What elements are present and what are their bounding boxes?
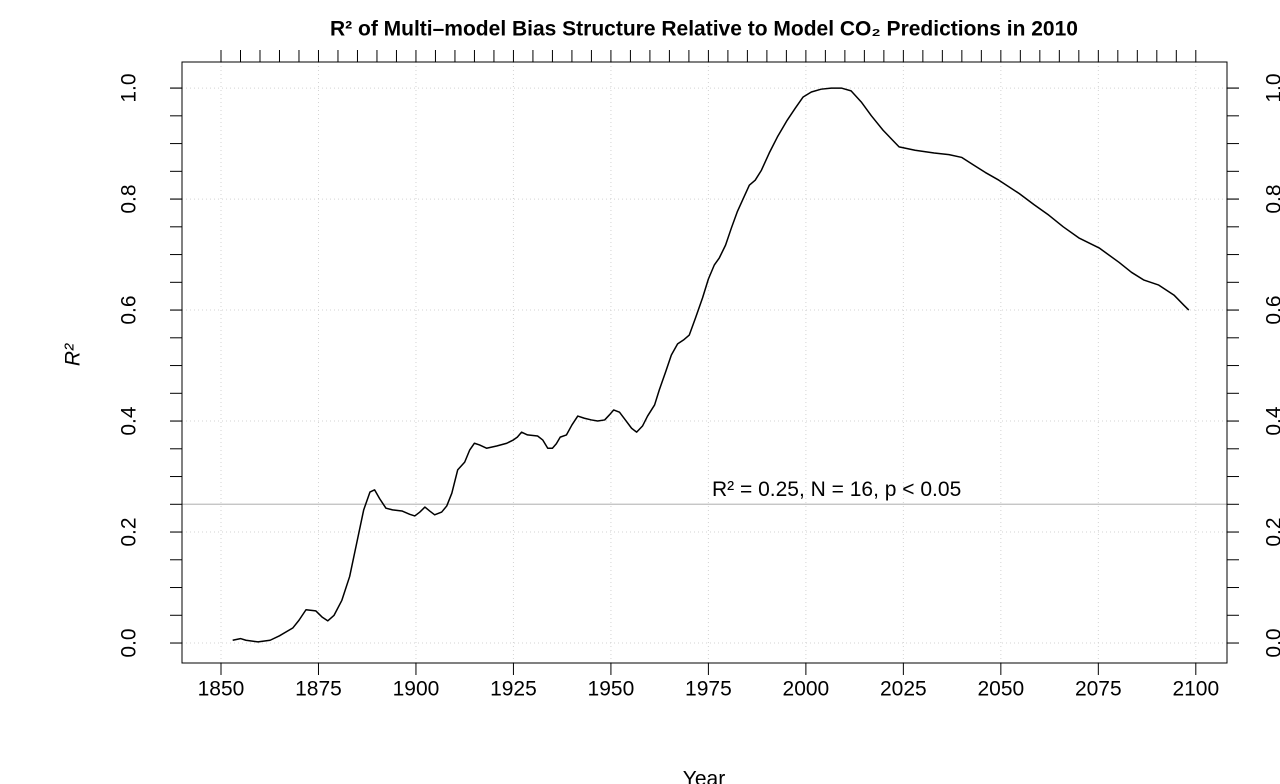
x-tick-label: 1975 [685,678,732,701]
x-tick-label: 2000 [783,678,830,701]
y-tick-label: 0.2 [118,517,141,546]
x-tick-label: 1950 [588,678,635,701]
chart-title: R² of Multi–model Bias Structure Relativ… [330,18,1078,41]
y-tick-label: 0.0 [118,628,141,657]
y-tick-label: 0.4 [118,406,141,436]
plot-frame [181,61,1228,664]
y-axis-label: R² [62,343,85,366]
data-line [232,87,1190,643]
x-tick-label: 2025 [880,678,927,701]
x-tick-label: 1900 [393,678,440,701]
annotation: R² = 0.25, N = 16, p < 0.05 [712,478,961,501]
y2-tick-label: 0.2 [1263,517,1280,546]
x-axis-label: Year [683,768,725,784]
y2-tick-label: 0.8 [1263,184,1280,213]
y2-tick-label: 0.6 [1263,295,1280,324]
y2-tick-label: 1.0 [1263,73,1280,102]
x-tick-label: 1925 [490,678,537,701]
x-tick-label: 1850 [198,678,245,701]
y-tick-label: 0.6 [118,295,141,324]
x-tick-label: 2075 [1075,678,1122,701]
x-tick-label: 1875 [295,678,342,701]
x-tick-label: 2050 [977,678,1024,701]
x-tick-label: 2100 [1172,678,1219,701]
y2-tick-label: 0.0 [1263,628,1280,657]
y-tick-label: 0.8 [118,184,141,213]
y-tick-label: 1.0 [118,73,141,102]
y2-tick-label: 0.4 [1263,406,1280,436]
